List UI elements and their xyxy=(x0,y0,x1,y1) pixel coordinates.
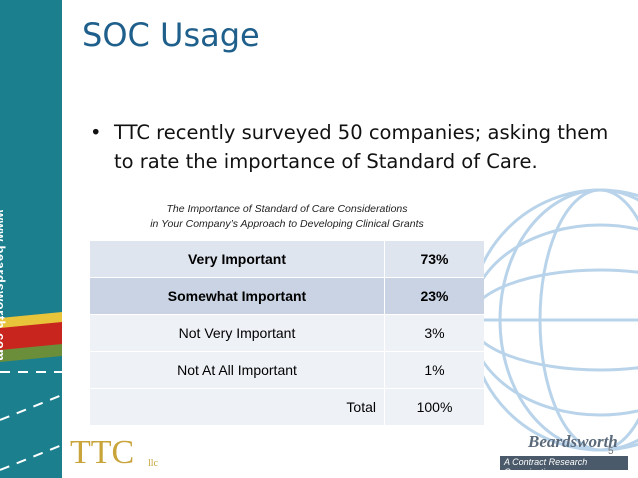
table-caption: The Importance of Standard of Care Consi… xyxy=(90,202,484,232)
caption-line: The Importance of Standard of Care Consi… xyxy=(166,203,408,215)
total-label: Total xyxy=(90,388,385,425)
total-row: Total 100% xyxy=(90,388,484,425)
caption-line: in Your Company’s Approach to Developing… xyxy=(150,218,424,230)
stripe xyxy=(0,371,63,471)
row-value: 1% xyxy=(384,351,484,389)
globe xyxy=(468,188,638,452)
table-row: Very Important 73% xyxy=(90,240,484,278)
bullet-text: TTC recently surveyed 50 companies; aski… xyxy=(90,118,610,176)
ttc-logo: TTC xyxy=(70,434,135,471)
row-label: Not Very Important xyxy=(90,314,385,352)
tagline-bg xyxy=(500,456,628,470)
total-value: 100% xyxy=(384,388,484,425)
row-value: 23% xyxy=(384,277,484,315)
survey-table: Very Important 73% Somewhat Important 23% No… xyxy=(90,240,484,425)
page-number: 5 xyxy=(608,446,614,457)
table-row: Not At All Important 1% xyxy=(90,351,484,389)
ttc-suffix: llc xyxy=(148,458,158,469)
sidebar-url: www.beardsworth.com xyxy=(0,210,8,362)
row-value: 73% xyxy=(384,240,484,278)
stripe xyxy=(0,344,62,362)
beardsworth-logo: Beardsworth xyxy=(528,432,618,451)
table-body: Very Important 73% Somewhat Important 23% No… xyxy=(90,240,484,425)
row-label: Not At All Important xyxy=(90,351,385,389)
slide-title: SOC Usage xyxy=(82,16,260,54)
row-value: 3% xyxy=(384,314,484,352)
row-label: Very Important xyxy=(90,240,385,278)
sidebar xyxy=(0,0,62,478)
beardsworth-tagline: A Contract Research Organization xyxy=(504,457,588,477)
row-label: Somewhat Important xyxy=(90,277,385,315)
table-row: Somewhat Important 23% xyxy=(90,277,484,315)
table-row: Not Very Important 3% xyxy=(90,314,484,352)
